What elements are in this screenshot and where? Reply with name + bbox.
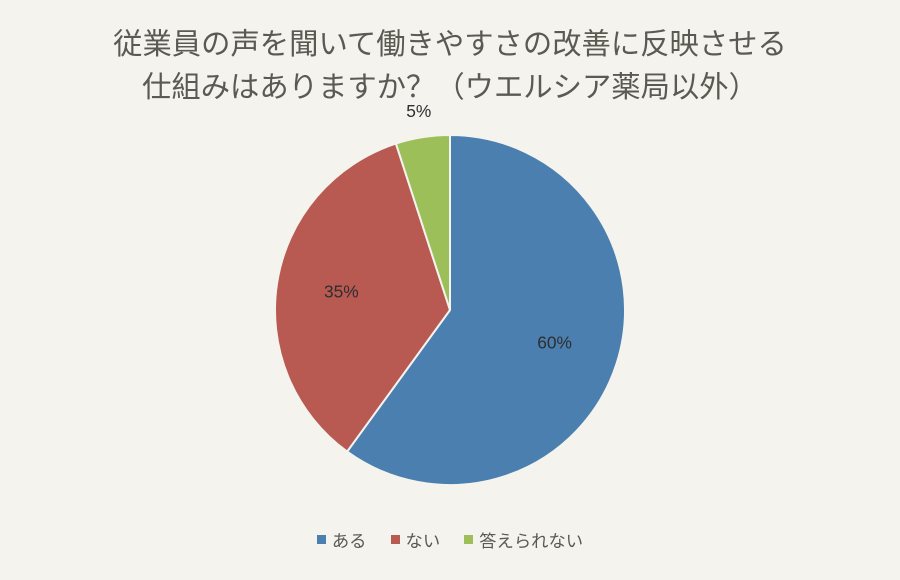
chart-container: 従業員の声を聞いて働きやすさの改善に反映させる 仕組みはありますか？（ウエルシア… <box>0 0 900 580</box>
legend-item-2: 答えられない <box>464 527 583 552</box>
legend-label-1: ない <box>406 527 441 552</box>
slice-label-0: 60% <box>537 333 572 353</box>
legend-swatch-1 <box>391 535 400 544</box>
legend-item-1: ない <box>391 527 441 552</box>
slice-label-1: 35% <box>324 281 359 301</box>
chart-title-line1: 従業員の声を聞いて働きやすさの改善に反映させる <box>0 24 900 67</box>
slice-label-2: 5% <box>406 101 431 121</box>
legend: ある ない 答えられない <box>0 527 900 552</box>
legend-swatch-0 <box>317 535 326 544</box>
legend-label-2: 答えられない <box>479 527 583 552</box>
pie-chart: 60% 35% 5% <box>215 75 685 545</box>
legend-item-0: ある <box>317 527 367 552</box>
legend-items: ある ない 答えられない <box>317 527 583 552</box>
legend-label-0: ある <box>332 527 367 552</box>
legend-swatch-2 <box>464 535 473 544</box>
pie-area: 60%35%5% <box>0 120 900 500</box>
